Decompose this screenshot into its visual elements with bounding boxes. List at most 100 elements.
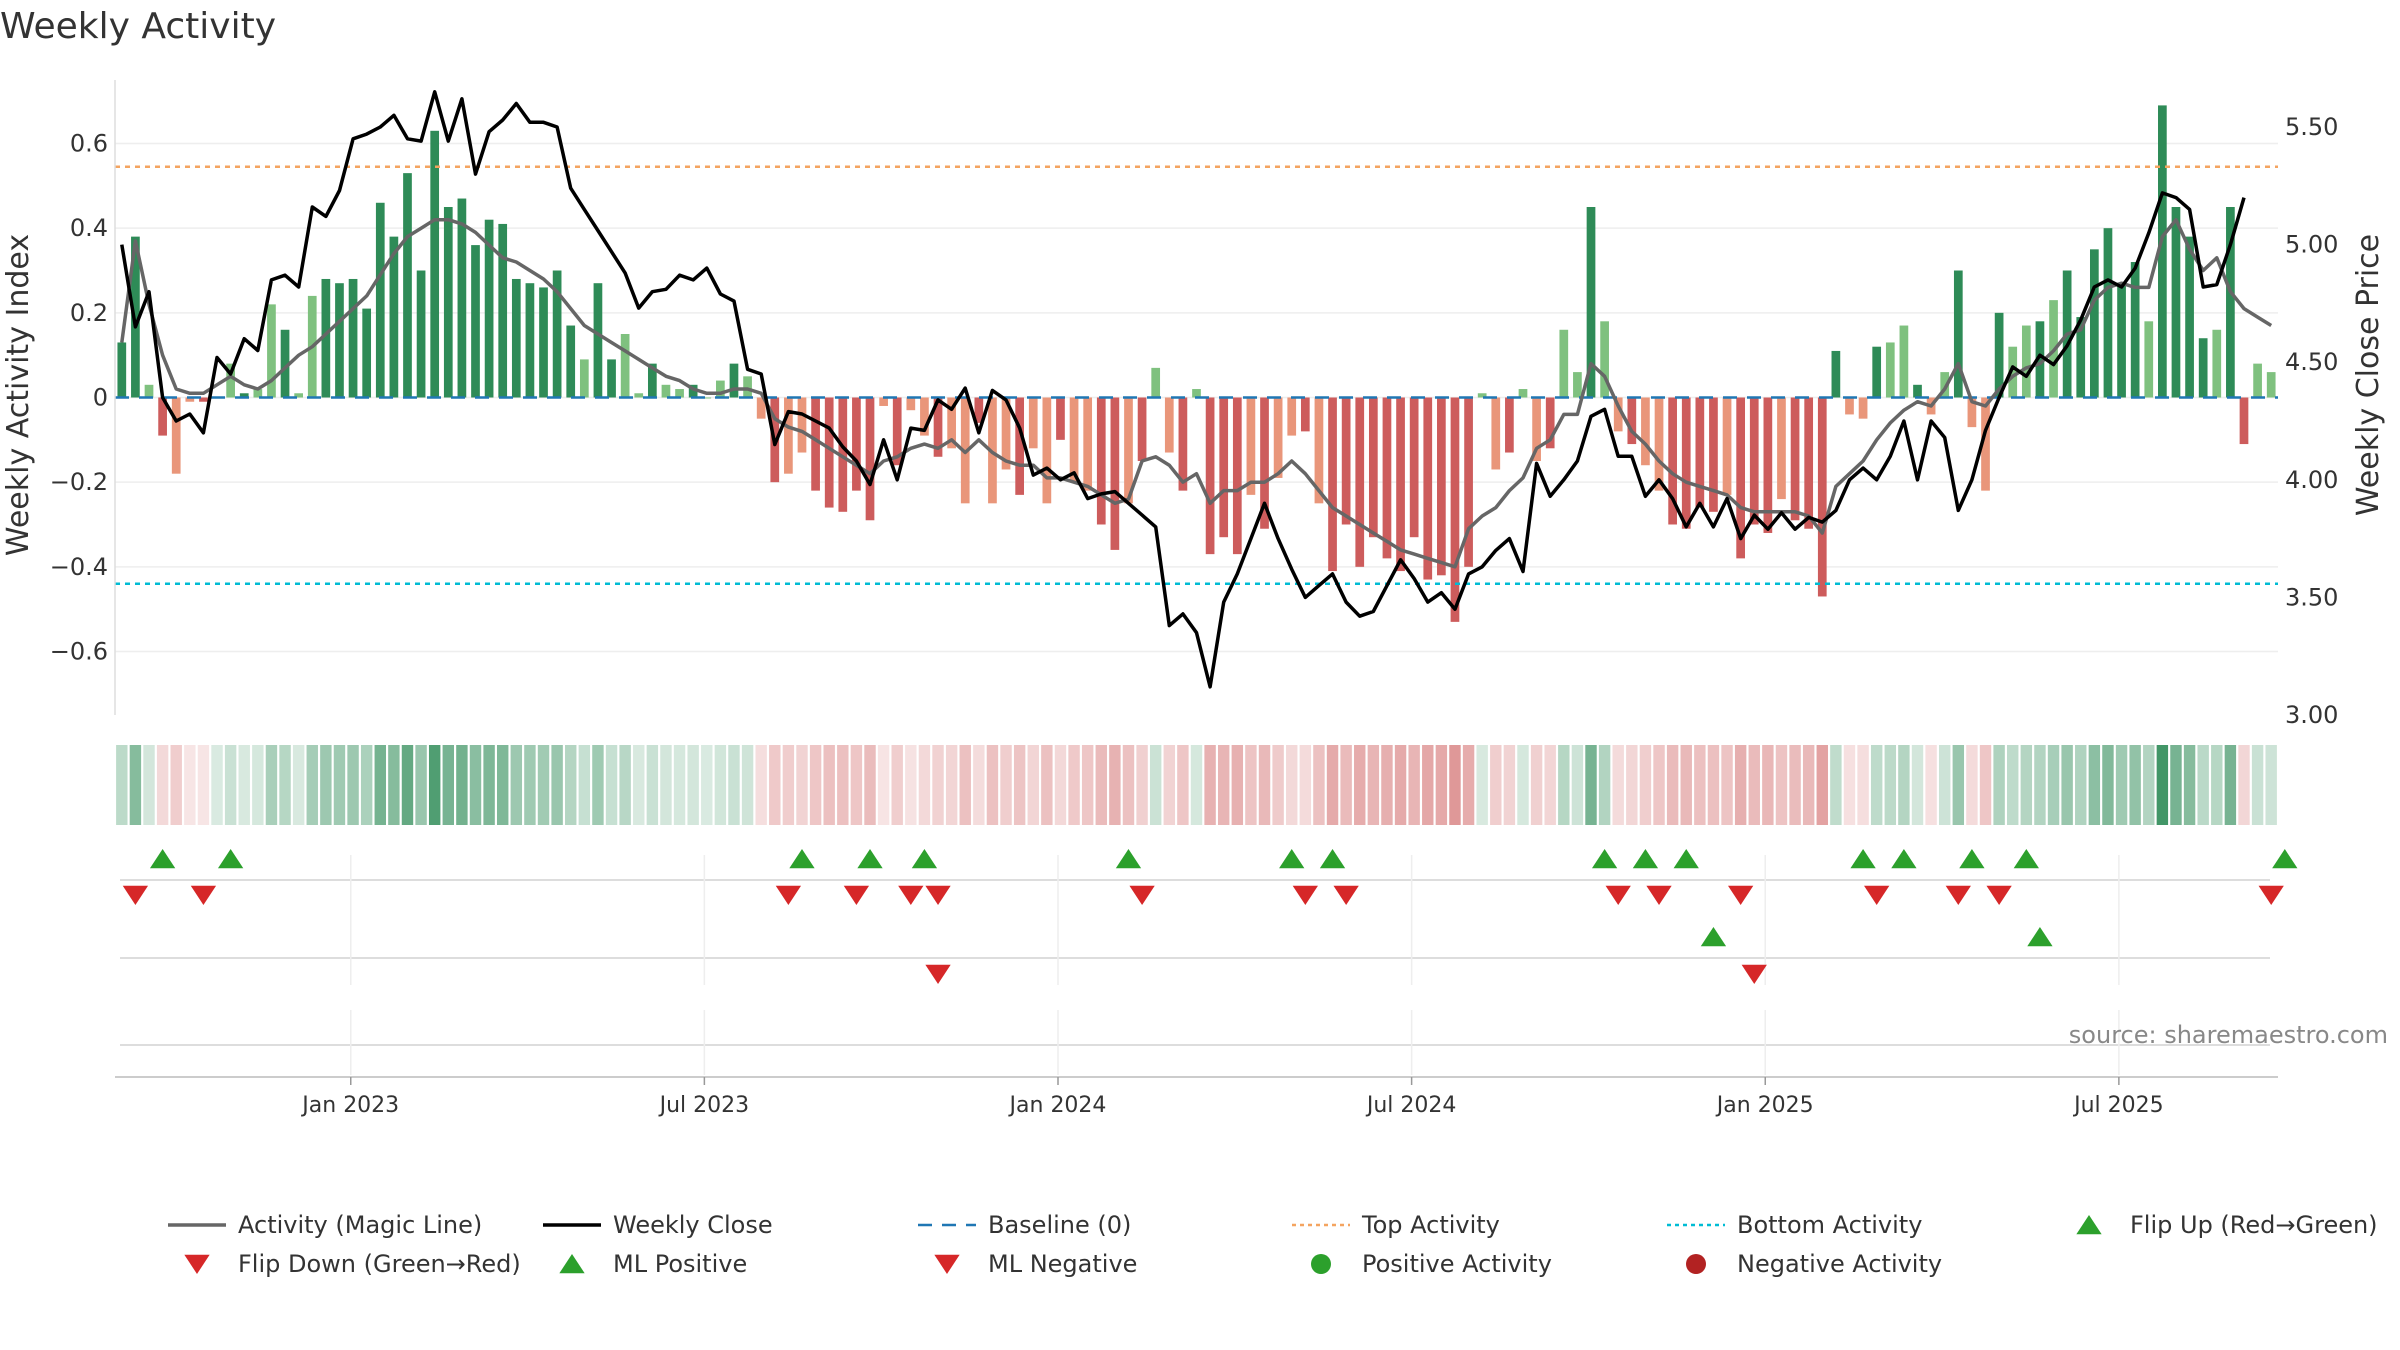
strip-cell-51 <box>809 745 822 825</box>
activity-bar-38 <box>634 393 644 398</box>
strip-cell-65 <box>1000 745 1012 825</box>
strip-cell-148 <box>2129 745 2141 825</box>
legend-swatch <box>559 1254 585 1274</box>
strip-cell-144 <box>2075 745 2087 825</box>
activity-bar-40 <box>661 384 671 398</box>
strip-cell-96 <box>1422 745 1434 825</box>
activity-bar-141 <box>2035 321 2045 398</box>
legend-label: Flip Up (Red→Green) <box>2130 1211 2378 1239</box>
strip-cell-99 <box>1462 745 1475 825</box>
activity-bar-97 <box>1437 397 1446 576</box>
activity-bar-51 <box>811 397 820 491</box>
source-note: source: sharemaestro.com <box>2069 1021 2388 1049</box>
activity-bar-78 <box>1178 397 1188 491</box>
strip-cell-111 <box>1626 745 1638 825</box>
y-tick-label: 0.6 <box>70 130 108 158</box>
strip-cell-157 <box>2251 745 2264 825</box>
activity-bar-24 <box>443 207 453 398</box>
legend-item: Top Activity <box>1292 1211 1500 1239</box>
series-lines <box>120 90 2273 689</box>
activity-bar-73 <box>1110 397 1120 550</box>
strip-cell-88 <box>1313 745 1325 825</box>
strip-cell-78 <box>1177 745 1189 825</box>
right-axis: 5.50 5.00 4.50 4.00 3.50 3.00 <box>2285 113 2338 729</box>
strip-cell-63 <box>973 745 985 825</box>
activity-bar-146 <box>2103 228 2113 398</box>
x-tick-label: Jul 2024 <box>1365 1093 1457 1118</box>
y-tick-label: 0 <box>93 384 108 412</box>
activity-bar-55 <box>865 397 875 521</box>
flip-down-marker <box>190 885 217 905</box>
strip-cell-20 <box>388 745 400 825</box>
strip-cell-50 <box>796 745 808 825</box>
flip-up-marker <box>2272 849 2298 869</box>
activity-bar-135 <box>1953 270 1963 398</box>
strip-cell-36 <box>605 745 618 825</box>
activity-bar-130 <box>1885 342 1895 398</box>
strip-cell-7 <box>211 745 223 825</box>
activity-bar-127 <box>1845 397 1854 415</box>
strip-cell-39 <box>646 745 659 825</box>
strip-cell-19 <box>374 745 386 825</box>
flip-down-marker <box>1728 885 1754 905</box>
strip-cell-109 <box>1598 745 1611 825</box>
strip-cell-18 <box>360 745 373 825</box>
activity-bar-129 <box>1872 346 1882 398</box>
strip-cell-121 <box>1762 745 1774 825</box>
activity-bar-83 <box>1246 397 1256 495</box>
activity-bar-53 <box>838 397 848 512</box>
activity-bar-126 <box>1831 350 1841 398</box>
strip-cell-93 <box>1381 745 1393 825</box>
activity-bar-68 <box>1042 397 1052 504</box>
activity-bar-60 <box>933 397 943 457</box>
strip-cell-130 <box>1884 745 1897 825</box>
y-tick-label: −0.4 <box>50 553 108 581</box>
x-tick-label: Jan 2025 <box>1715 1093 1814 1118</box>
activity-bar-119 <box>1736 397 1746 559</box>
strip-cell-115 <box>1680 745 1692 825</box>
activity-bar-8 <box>226 363 235 398</box>
flip-down-marker <box>898 885 924 905</box>
strip-cell-73 <box>1109 745 1121 825</box>
strip-cell-120 <box>1748 745 1760 825</box>
activity-bar-87 <box>1300 397 1310 432</box>
strip-cell-35 <box>592 745 604 825</box>
activity-bar-107 <box>1573 372 1582 398</box>
strip-cell-104 <box>1530 745 1543 825</box>
strip-cell-124 <box>1802 745 1815 825</box>
strip-cell-152 <box>2183 745 2196 825</box>
activity-bar-37 <box>620 334 630 398</box>
flip-up-marker <box>857 849 883 869</box>
strip-cell-142 <box>2047 745 2060 825</box>
activity-bar-41 <box>675 389 684 398</box>
ml-negative-marker <box>1741 964 1767 984</box>
activity-bar-23 <box>430 130 440 398</box>
activity-bar-139 <box>2008 346 2018 398</box>
strip-cell-76 <box>1149 745 1162 825</box>
activity-bar-19 <box>375 202 385 398</box>
activity-bar-32 <box>552 270 562 398</box>
activity-bar-34 <box>579 359 589 398</box>
flip-down-marker <box>1292 885 1318 905</box>
flip-up-marker <box>2013 849 2039 869</box>
activity-bar-33 <box>566 325 576 398</box>
legend-item: Activity (Magic Line) <box>168 1211 482 1239</box>
activity-bar-44 <box>716 380 725 398</box>
flip-down-marker <box>1646 885 1672 905</box>
flip-down-marker <box>1605 885 1631 905</box>
strip-cell-46 <box>741 745 754 825</box>
flip-up-marker <box>1891 849 1917 869</box>
strip-cell-135 <box>1952 745 1965 825</box>
strip-cell-37 <box>619 745 631 825</box>
activity-bar-100 <box>1477 393 1487 398</box>
legend-label: Bottom Activity <box>1737 1211 1922 1239</box>
strip-cell-44 <box>714 745 727 825</box>
strip-cell-45 <box>728 745 740 825</box>
activity-bar-42 <box>688 384 698 398</box>
strip-cell-151 <box>2170 745 2182 825</box>
strip-cell-114 <box>1666 745 1679 825</box>
activity-bar-49 <box>784 397 793 474</box>
strip-cell-112 <box>1639 745 1652 825</box>
activity-bar-18 <box>362 308 372 398</box>
